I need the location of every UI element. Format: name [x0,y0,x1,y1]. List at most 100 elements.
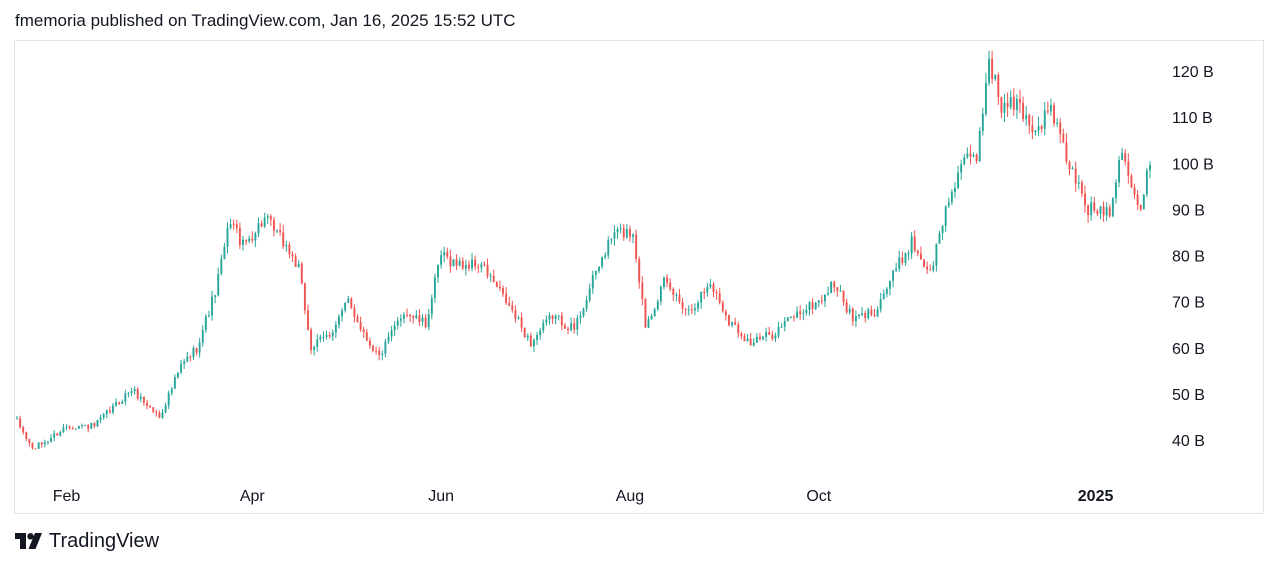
candle-body-down [19,418,22,428]
candle-body-up [755,336,758,343]
candle-body-up [50,437,53,442]
candle-body-up [198,342,201,353]
candle-body-down [272,219,275,231]
candle-body-up [907,253,910,255]
candle-body-up [588,288,591,301]
candle-body-down [232,224,235,226]
candle-body-up [464,264,467,269]
candlestick-chart[interactable]: 120 B 110 B 100 B 90 B 80 B 70 B 60 B 50 B 40 B F… [15,41,1265,515]
candle-body-up [848,308,851,313]
candle-body-down [288,244,291,255]
candle-body-up [421,317,424,322]
x-axis-tick-label: 2025 [1078,488,1114,505]
candle-body-down [1031,125,1034,133]
candle-body-up [167,393,170,406]
candle-body-down [142,396,145,403]
candle-body-down [412,316,415,318]
candle-body-up [895,268,898,271]
candle-body-down [991,58,994,80]
candle-body-down [1006,102,1009,108]
candle-body-up [81,425,83,427]
candle-body-up [598,266,600,271]
candle-body-up [1142,194,1145,210]
candle-body-down [563,325,566,329]
candle-body-up [814,302,817,309]
candle-body-down [712,284,715,293]
candle-body-down [923,259,925,267]
candle-body-down [833,281,836,288]
candle-body-up [1003,102,1006,113]
candle-body-up [604,255,607,258]
candle-body-up [1099,206,1102,214]
candle-body-down [737,324,740,334]
candle-body-down [1108,207,1111,217]
candle-body-down [523,327,526,338]
candle-body-up [963,157,966,165]
candle-body-down [820,300,823,302]
candle-body-up [177,372,179,378]
candle-body-down [477,266,480,268]
candle-body-up [430,297,433,315]
candle-body-up [164,405,167,413]
candle-body-down [684,308,687,310]
candle-body-down [307,310,309,330]
candle-body-up [780,326,783,328]
x-axis-tick-label: Apr [240,488,266,505]
y-axis-tick-label: 40 B [1172,433,1205,450]
candle-body-up [207,315,210,317]
candle-body-down [873,314,876,317]
candle-body-up [105,410,108,415]
candle-body-up [319,336,322,340]
candle-body-up [954,187,956,192]
candle-body-up [613,232,616,239]
candle-body-down [926,266,929,270]
candle-body-down [279,230,282,233]
tradingview-brand: TradingView [49,529,160,552]
y-axis-tick-label: 60 B [1172,341,1205,358]
candle-body-up [659,287,662,302]
candle-body-up [115,402,118,406]
candle-body-down [282,232,285,247]
candle-body-down [1102,206,1105,216]
candle-body-up [632,234,634,237]
candle-body-down [644,299,647,328]
candle-body-up [489,275,492,277]
candle-body-up [805,310,808,313]
candle-body-up [313,346,316,351]
candle-body-down [1139,204,1142,210]
candle-body-down [189,356,192,358]
candle-body-up [433,277,436,298]
candle-body-up [854,316,857,322]
candle-body-up [539,330,542,336]
candle-body-up [77,426,80,429]
candle-body-down [740,333,743,337]
candle-body-up [548,315,551,320]
candle-body-down [1130,175,1133,188]
y-axis-tick-label: 90 B [1172,202,1205,219]
candle-body-up [839,290,842,292]
candle-body-down [997,75,1000,98]
candle-body-up [53,433,56,438]
candle-body-down [492,275,495,283]
candle-body-down [25,432,28,439]
candle-body-down [294,256,297,267]
candle-body-up [966,153,969,158]
candle-body-up [910,236,913,254]
candle-body-up [16,418,18,420]
candle-body-down [635,234,638,260]
y-axis-tick-label: 100 B [1172,156,1214,173]
candle-body-up [1114,182,1117,199]
candle-body-down [195,347,198,353]
candle-body-down [108,410,111,413]
candle-body-down [71,428,74,430]
chart-frame[interactable]: 120 B 110 B 100 B 90 B 80 B 70 B 60 B 50 B 40 B F… [14,40,1264,514]
candle-body-up [276,230,278,232]
candle-body-down [870,309,873,315]
candle-body-up [656,301,659,310]
candle-body-up [257,223,260,234]
candle-body-up [443,251,446,256]
candle-body-up [341,310,343,317]
candle-body-up [325,334,328,337]
candle-body-up [994,75,997,80]
candle-body-up [334,324,337,333]
